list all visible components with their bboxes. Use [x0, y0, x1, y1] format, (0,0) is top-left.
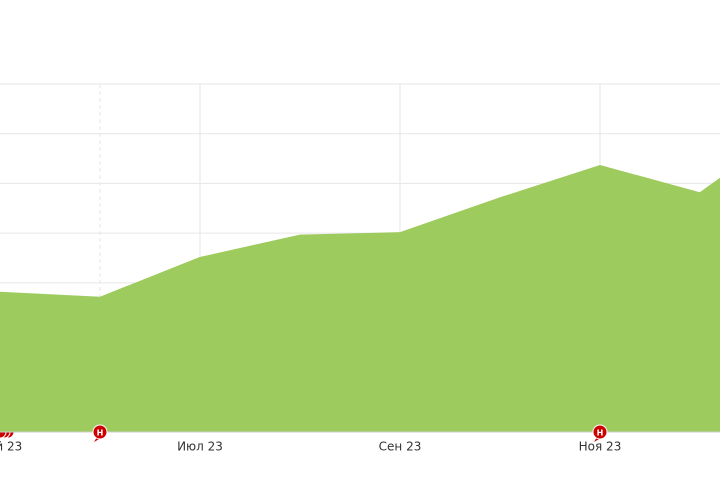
- x-tick-label: Май 23: [0, 440, 22, 454]
- event-label: Н: [597, 429, 604, 438]
- event-badge: [92, 424, 108, 440]
- x-tick-label: Сен 23: [379, 440, 422, 454]
- area: [0, 166, 720, 432]
- event-badge: [592, 424, 608, 440]
- x-tick-label: Ноя 23: [579, 440, 622, 454]
- event-label: Н: [97, 429, 104, 438]
- event-marker: Н: [92, 424, 108, 442]
- x-tick-label: Июл 23: [177, 440, 223, 454]
- area-line: [0, 164, 720, 299]
- event-marker: Н: [592, 424, 608, 442]
